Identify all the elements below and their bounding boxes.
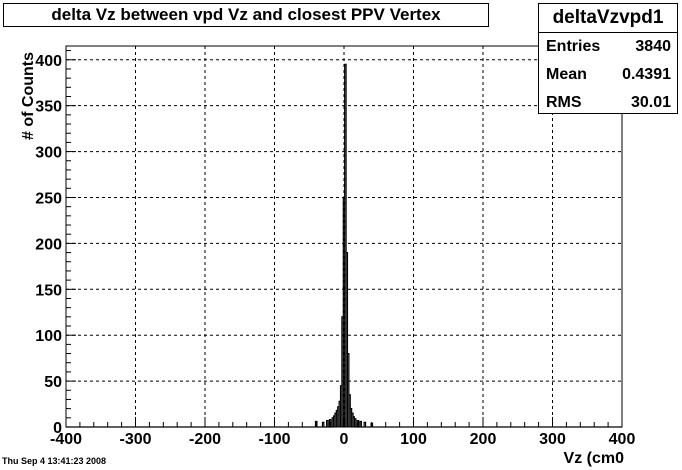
stats-row-mean: Mean 0.4391 (539, 61, 677, 89)
histogram-series (66, 63, 622, 428)
y-tick-label: 0 (53, 420, 62, 437)
x-tick-label: -200 (189, 431, 221, 448)
y-axis-label: # of Counts (20, 52, 37, 140)
stats-row-rms: RMS 30.01 (539, 89, 677, 117)
stats-box: deltaVzvpd1 Entries 3840 Mean 0.4391 RMS… (538, 3, 678, 114)
stats-label: Entries (546, 38, 601, 55)
timestamp: Thu Sep 4 13:41:23 2008 (2, 456, 107, 466)
x-tick-label: 400 (609, 431, 636, 448)
stats-value: 0.4391 (622, 66, 671, 83)
y-tick-label: 300 (35, 145, 62, 162)
x-tick-label: 200 (470, 431, 497, 448)
x-tick-label: 0 (340, 431, 349, 448)
stats-value: 30.01 (630, 94, 671, 111)
stats-row-entries: Entries 3840 (539, 33, 677, 61)
y-tick-label: 50 (44, 374, 62, 391)
x-tick-label: -300 (119, 431, 151, 448)
stats-histogram-name: deltaVzvpd1 (539, 4, 677, 33)
x-axis-label: Vz (cm0 (563, 450, 624, 467)
x-tick-label: 100 (400, 431, 427, 448)
y-tick-label: 200 (35, 236, 62, 253)
y-tick-label: 150 (35, 282, 62, 299)
plot-title: delta Vz between vpd Vz and closest PPV … (3, 3, 489, 27)
x-tick-label: -400 (50, 431, 82, 448)
stats-label: RMS (546, 94, 582, 111)
y-tick-label: 250 (35, 190, 62, 207)
y-tick-label: 100 (35, 328, 62, 345)
stats-value: 3840 (635, 38, 671, 55)
y-tick-label: 400 (35, 53, 62, 70)
y-tick-label: 350 (35, 99, 62, 116)
stats-label: Mean (546, 66, 587, 83)
x-tick-label: 300 (539, 431, 566, 448)
x-tick-label: -100 (258, 431, 290, 448)
